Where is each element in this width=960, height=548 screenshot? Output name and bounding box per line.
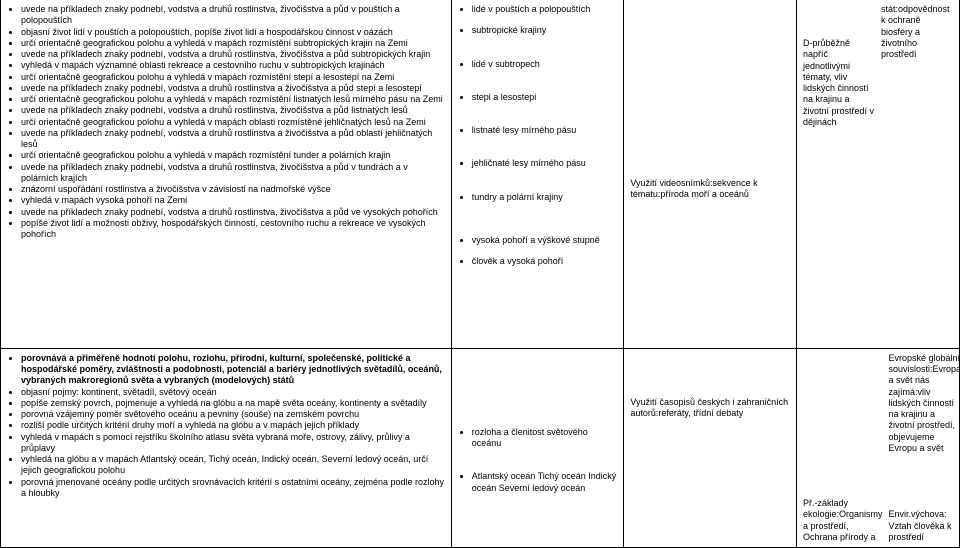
row2-col1: porovnává a přiměřeně hodnotí polohu, ro…: [1, 348, 452, 547]
list-item: určí orientačně geografickou polohu a vy…: [21, 94, 445, 105]
row1-col4: D-průběžně napříč jednotlivými tématy, v…: [796, 0, 959, 348]
row2-col4-bottom-text: Př.-základy ekologie:Organismy a prostře…: [803, 498, 883, 543]
row1-col3: Využití videosnímků:sekvence k tématu:př…: [624, 0, 797, 348]
row2-col4: Př.-základy ekologie:Organismy a prostře…: [796, 348, 959, 547]
list-item: určí orientačně geografickou polohu a vy…: [21, 38, 445, 49]
row1-col1: uvede na příkladech znaky podnebí, vodst…: [1, 0, 452, 348]
row2-col4-right-a: Evropské globální souvislosti:Evropa a s…: [889, 353, 960, 454]
list-item: objasní pojmy: kontinent, světadíl, svět…: [21, 387, 445, 398]
row1-col4-left: D-průběžně napříč jednotlivými tématy, v…: [803, 4, 875, 128]
list-item: stepi a lesostepi: [472, 92, 618, 103]
list-item: uvede na příkladech znaky podnebí, vodst…: [21, 4, 445, 27]
list-item: subtropické krajiny: [472, 25, 618, 36]
list-item: listnaté lesy mírného pásu: [472, 125, 618, 136]
list-item: vyhledá v mapách významné oblasti rekrea…: [21, 60, 445, 71]
row2-col4-left: Př.-základy ekologie:Organismy a prostře…: [803, 353, 883, 543]
row1-col4-right: stát:odpovědnost k ochraně biosféry a ži…: [881, 4, 953, 128]
list-item: vyhledá v mapách s pomocí rejstříku škol…: [21, 432, 445, 455]
list-item: uvede na příkladech znaky podnebí, vodst…: [21, 83, 445, 94]
list-item: lidé v pouštích a polopouštích: [472, 4, 618, 15]
row1-col2-list: lidé v pouštích a polopouštích subtropic…: [458, 4, 618, 267]
row2-col3-text: Využití časopisů českých i zahraničních …: [630, 397, 790, 420]
list-item: uvede na příkladech znaky podnebí, vodst…: [21, 49, 445, 60]
list-item: popíše život lidí a možnosti obživy, hos…: [21, 218, 445, 241]
list-item: porovná vzájemný poměr světového oceánu …: [21, 409, 445, 420]
list-item: vyhledá v mapách vysoká pohoří na Zemi: [21, 195, 445, 206]
list-item: uvede na příkladech znaky podnebí, vodst…: [21, 207, 445, 218]
list-item: jehličnaté lesy mírného pásu: [472, 158, 618, 169]
list-item: uvede na příkladech znaky podnebí, vodst…: [21, 162, 445, 185]
list-item: porovná jmenované oceány podle určitých …: [21, 477, 445, 500]
list-item: uvede na příkladech znaky podnebí, vodst…: [21, 105, 445, 116]
row2-col4-right: Evropské globální souvislosti:Evropa a s…: [889, 353, 960, 543]
list-item: objasní život lidí v pouštích a polopouš…: [21, 27, 445, 38]
list-item: rozloha a členitost světového oceánu: [472, 427, 618, 450]
list-item: rozliší podle určitých kritérií druhy mo…: [21, 420, 445, 431]
row2-col2-list-a: rozloha a členitost světového oceánu: [458, 427, 618, 450]
list-item: určí orientačně geografickou polohu a vy…: [21, 72, 445, 83]
list-item: člověk a vysoká pohoří: [472, 256, 618, 267]
list-item: lidé v subtropech: [472, 59, 618, 70]
list-item-bold: porovnává a přiměřeně hodnotí polohu, ro…: [21, 353, 445, 387]
row2-col4-right-b: Envir.výchova: Vztah člověka k prostředí: [889, 509, 960, 543]
row1-col2: lidé v pouštích a polopouštích subtropic…: [451, 0, 624, 348]
list-item: vysoká pohoří a výškové stupně: [472, 235, 618, 246]
row1-col1-list: uvede na příkladech znaky podnebí, vodst…: [7, 4, 445, 240]
list-item: tundry a polární krajiny: [472, 192, 618, 203]
list-item: uvede na příkladech znaky podnebí, vodst…: [21, 128, 445, 151]
list-item: určí orientačně geografickou polohu a vy…: [21, 117, 445, 128]
row1-col4-top-text: D-průběžně napříč jednotlivými tématy, v…: [803, 38, 875, 128]
row1-col3-text: Využití videosnímků:sekvence k tématu:př…: [630, 178, 790, 201]
list-item: znázorní uspořádání rostlinstva a živoči…: [21, 184, 445, 195]
list-item: popíše zemský povrch, pojmenuje a vyhled…: [21, 398, 445, 409]
row2-col2: rozloha a členitost světového oceánu Atl…: [451, 348, 624, 547]
list-item: určí orientačně geografickou polohu a vy…: [21, 150, 445, 161]
list-item: vyhledá na glóbu a v mapách Atlantský oc…: [21, 454, 445, 477]
row2-col2-list-b: Atlantský oceán Tichý oceán Indický oceá…: [458, 471, 618, 494]
row2-col3: Využití časopisů českých i zahraničních …: [624, 348, 797, 547]
list-item: Atlantský oceán Tichý oceán Indický oceá…: [472, 471, 618, 494]
row2-col1-list: porovnává a přiměřeně hodnotí polohu, ro…: [7, 353, 445, 499]
